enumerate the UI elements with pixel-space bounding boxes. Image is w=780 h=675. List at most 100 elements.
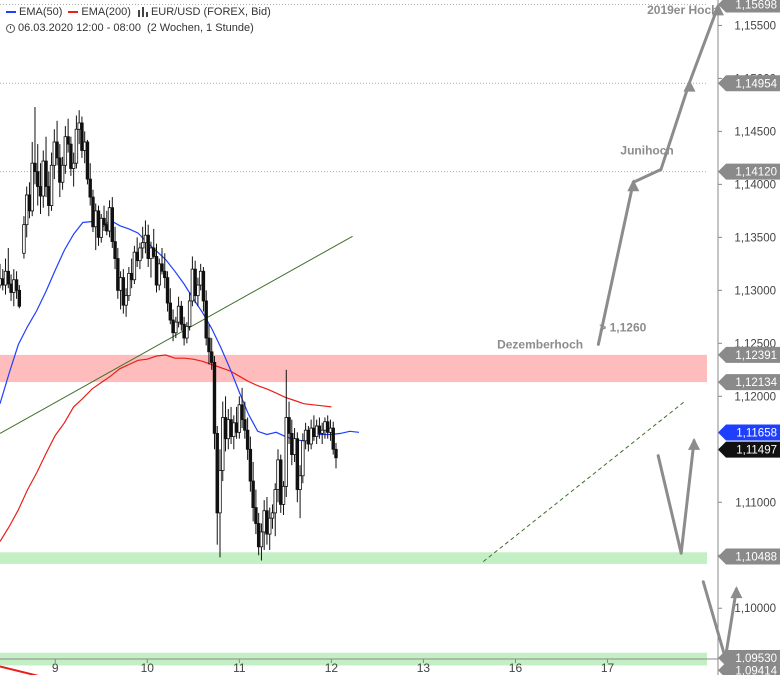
candle-body xyxy=(160,263,164,272)
candle-body xyxy=(196,284,200,297)
scenario-arrowhead xyxy=(688,437,701,450)
scenario-arrow-segment xyxy=(656,454,683,555)
y-tick-label: 1,15500 xyxy=(734,20,776,32)
candle-body xyxy=(201,270,206,302)
candle-body xyxy=(171,319,175,334)
scenario-arrowhead xyxy=(627,179,640,192)
candle-body xyxy=(276,459,280,490)
scenario-arrow-segment xyxy=(679,439,696,555)
candle-body xyxy=(49,164,54,206)
candle-body xyxy=(69,143,73,169)
price-tag xyxy=(718,75,780,92)
candle-body xyxy=(36,171,40,187)
candle-body xyxy=(24,194,29,226)
candle-body xyxy=(298,475,302,490)
range-label: (2 Wochen, 1 Stunde) xyxy=(146,22,254,34)
price-tag-label: 1,09530 xyxy=(735,653,777,665)
candle-body xyxy=(17,289,22,307)
candle-body xyxy=(256,523,261,548)
candle-body xyxy=(118,277,123,291)
price-tag-label: 1,11658 xyxy=(736,428,777,440)
symbol-label: EUR/USD (FOREX, Bid) xyxy=(150,6,271,18)
candle-body xyxy=(301,440,305,477)
candle-body xyxy=(268,517,272,535)
candle-body xyxy=(221,417,225,471)
candle-body xyxy=(14,279,19,291)
candle-body xyxy=(312,427,316,437)
candle-body xyxy=(279,459,283,505)
candle-body xyxy=(154,256,159,286)
candle-body xyxy=(12,279,16,293)
candle-body xyxy=(113,241,117,259)
candle-body xyxy=(174,321,178,334)
resistance-lines-layer xyxy=(0,3,707,173)
scenario-arrow-segment xyxy=(687,4,720,85)
candle-body xyxy=(71,162,76,169)
candle-body xyxy=(85,141,90,180)
y-axis-layer: 1,155001,150001,145001,140001,135001,130… xyxy=(718,20,776,615)
ema200-swatch xyxy=(68,11,79,13)
candle-body xyxy=(152,247,156,257)
candle-body xyxy=(248,448,253,482)
price-tag xyxy=(718,548,780,565)
candle-body xyxy=(121,277,126,306)
y-tick-label: 1,14000 xyxy=(734,179,776,191)
legend-row-time: 06.03.2020 12:00 - 08:00 (2 Wochen, 1 St… xyxy=(6,20,271,36)
price-tag xyxy=(718,441,780,458)
legend-symbol[interactable]: EUR/USD (FOREX, Bid) xyxy=(137,6,271,18)
candle-body xyxy=(323,421,327,431)
x-tick-label: 9 xyxy=(52,661,59,675)
y-tick-label: 1,14500 xyxy=(734,126,776,138)
candle-body xyxy=(182,323,186,339)
candle-body xyxy=(58,157,62,183)
candle-body xyxy=(132,251,137,281)
candle-body xyxy=(281,485,286,505)
candle-body xyxy=(44,160,48,187)
x-tick-label: 17 xyxy=(601,661,615,675)
price-tag xyxy=(718,650,780,667)
candle-body xyxy=(270,512,275,519)
resistance-zone-0 xyxy=(0,354,707,383)
x-tick-label: 16 xyxy=(509,661,523,675)
candle-body xyxy=(320,429,324,434)
ema200-label: EMA(200) xyxy=(81,6,131,18)
candle-body xyxy=(149,247,153,259)
scenario-arrowhead xyxy=(683,79,696,92)
candle-body xyxy=(317,425,322,434)
candle-body xyxy=(240,404,244,421)
candle-body xyxy=(135,251,139,262)
price-tag-label: 1,12391 xyxy=(735,350,777,362)
candle-body xyxy=(52,141,57,166)
candle-body xyxy=(259,531,264,548)
candle-body xyxy=(88,178,92,198)
ema50-label: EMA(50) xyxy=(19,6,63,18)
candle-body xyxy=(9,283,13,293)
candle-body xyxy=(273,489,277,514)
scenario-arrow-segment xyxy=(631,168,663,184)
candle-body xyxy=(314,425,319,437)
candle-body xyxy=(226,419,230,440)
support-zone-1 xyxy=(0,552,707,564)
candle-body xyxy=(306,429,311,445)
candles-layer xyxy=(0,107,338,561)
candle-body xyxy=(143,234,148,244)
candle-body xyxy=(326,421,330,433)
candle-body xyxy=(30,162,34,212)
candle-body xyxy=(91,196,95,228)
candle-body xyxy=(102,217,106,226)
candle-body xyxy=(287,417,291,434)
price-tag xyxy=(718,0,780,13)
candle-body xyxy=(234,422,239,433)
annotation-label: 2019er Hoch xyxy=(647,3,718,17)
legend-ema50[interactable]: EMA(50) xyxy=(6,6,62,18)
candle-body xyxy=(1,278,5,286)
candle-body xyxy=(193,268,197,297)
price-tag-label: 1,09414 xyxy=(735,665,777,675)
price-tag xyxy=(718,662,780,675)
ema50-swatch xyxy=(6,11,16,13)
candle-body xyxy=(146,234,150,259)
legend-ema200[interactable]: EMA(200) xyxy=(68,6,131,18)
price-tag xyxy=(718,424,780,441)
